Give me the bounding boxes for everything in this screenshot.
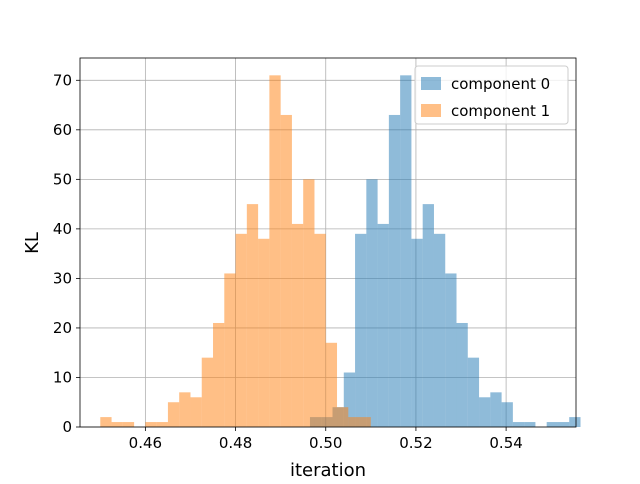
y-axis-label: KL [22,232,43,254]
histogram-bar [422,204,434,427]
x-axis-label: iteration [290,460,366,480]
histogram-bar [557,422,570,427]
histogram-bar [359,417,371,427]
histogram-bar [122,422,135,427]
histogram-bar [224,273,236,427]
histogram-bar [569,417,581,427]
histogram-bar [167,402,180,427]
histogram-bar [546,422,558,427]
histogram-bar [433,233,446,427]
histogram-bar [100,417,112,427]
histogram-bar [291,223,304,427]
histogram-bar [343,372,356,427]
legend: component 0 component 1 [414,65,569,125]
histogram-bar [280,114,292,428]
x-tick-label: 0.46 [129,434,162,452]
legend-label: component 0 [451,75,550,93]
x-tick-label: 0.54 [489,434,522,452]
histogram-bar [156,422,168,427]
histogram-bar [490,392,502,427]
x-tick-label: 0.52 [399,434,432,452]
histogram-bar [314,233,326,427]
histogram-bar [355,233,367,427]
histogram-bar [201,357,214,427]
y-tick-label: 40 [53,220,72,238]
histogram-bar [179,392,191,427]
histogram-bar [325,342,338,427]
y-tick-label: 70 [53,71,72,89]
histogram-bar [111,422,123,427]
y-tick-label: 10 [53,368,72,386]
histogram-bar [190,397,202,427]
y-tick-label: 30 [53,269,72,287]
histogram-bar [246,204,259,427]
histogram-bar [512,422,525,427]
legend-label: component 1 [451,102,550,120]
y-tick-label: 50 [53,170,72,188]
histogram-bar [411,238,423,427]
histogram-bar [145,422,157,427]
histogram-bar [235,233,247,427]
series-0-bars [309,75,581,428]
histogram-bars [100,75,581,428]
plot-frame [79,57,577,428]
histogram-bar [377,223,389,427]
histogram-bar [456,322,468,427]
histogram-bar [337,407,349,427]
histogram-bar [479,397,491,427]
y-tick-label: 60 [53,121,72,139]
histogram-bar [388,114,401,428]
x-tick-label: 0.50 [309,434,342,452]
y-tick-label: 20 [53,319,72,337]
legend-swatch [421,104,441,117]
histogram-bar [445,273,457,427]
x-axis-ticks: 0.46 0.48 0.50 0.52 0.54 [129,427,523,452]
legend-swatch [421,77,441,90]
histogram-bar [348,417,360,427]
histogram-bar [303,179,315,427]
histogram-bar [258,238,270,427]
histogram-bar [524,422,536,427]
series-1-bars [100,75,371,428]
y-tick-label: 0 [62,418,72,436]
y-axis-ticks: 0 10 20 30 40 50 60 70 [53,71,80,436]
histogram-bar [366,179,378,427]
histogram-bar [400,75,412,427]
histogram-bar [269,75,281,427]
x-tick-label: 0.48 [219,434,252,452]
histogram-bar [501,402,513,427]
legend-box [414,65,569,125]
histogram-bar [213,322,225,427]
histogram-bar [467,357,480,427]
